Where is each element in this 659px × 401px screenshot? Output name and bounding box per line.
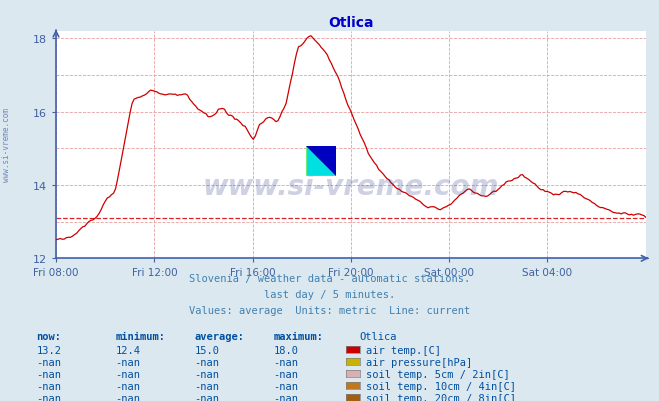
Text: www.si-vreme.com: www.si-vreme.com <box>203 172 499 200</box>
Text: -nan: -nan <box>36 369 61 379</box>
Text: now:: now: <box>36 331 61 341</box>
Text: www.si-vreme.com: www.si-vreme.com <box>2 107 11 181</box>
Text: -nan: -nan <box>273 381 299 391</box>
Text: -nan: -nan <box>36 393 61 401</box>
Text: Values: average  Units: metric  Line: current: Values: average Units: metric Line: curr… <box>189 306 470 316</box>
Text: soil temp. 10cm / 4in[C]: soil temp. 10cm / 4in[C] <box>366 381 516 391</box>
Text: air pressure[hPa]: air pressure[hPa] <box>366 357 472 367</box>
Text: -nan: -nan <box>194 369 219 379</box>
Text: -nan: -nan <box>115 393 140 401</box>
Title: Otlica: Otlica <box>328 16 374 30</box>
Text: minimum:: minimum: <box>115 331 165 341</box>
Text: -nan: -nan <box>194 381 219 391</box>
Text: 15.0: 15.0 <box>194 345 219 355</box>
Text: last day / 5 minutes.: last day / 5 minutes. <box>264 290 395 300</box>
Text: -nan: -nan <box>115 369 140 379</box>
Text: 12.4: 12.4 <box>115 345 140 355</box>
Text: soil temp. 5cm / 2in[C]: soil temp. 5cm / 2in[C] <box>366 369 509 379</box>
Text: -nan: -nan <box>36 381 61 391</box>
Text: 13.2: 13.2 <box>36 345 61 355</box>
Polygon shape <box>306 146 336 176</box>
Text: -nan: -nan <box>194 357 219 367</box>
Text: average:: average: <box>194 331 244 341</box>
Polygon shape <box>306 146 336 176</box>
Text: maximum:: maximum: <box>273 331 324 341</box>
Text: -nan: -nan <box>115 381 140 391</box>
Text: soil temp. 20cm / 8in[C]: soil temp. 20cm / 8in[C] <box>366 393 516 401</box>
Polygon shape <box>306 146 336 176</box>
Text: air temp.[C]: air temp.[C] <box>366 345 441 355</box>
Text: Otlica: Otlica <box>359 331 397 341</box>
Text: -nan: -nan <box>115 357 140 367</box>
Text: -nan: -nan <box>273 369 299 379</box>
Text: -nan: -nan <box>36 357 61 367</box>
Text: 18.0: 18.0 <box>273 345 299 355</box>
Text: Slovenia / weather data - automatic stations.: Slovenia / weather data - automatic stat… <box>189 273 470 284</box>
Text: -nan: -nan <box>194 393 219 401</box>
Text: -nan: -nan <box>273 357 299 367</box>
Text: -nan: -nan <box>273 393 299 401</box>
